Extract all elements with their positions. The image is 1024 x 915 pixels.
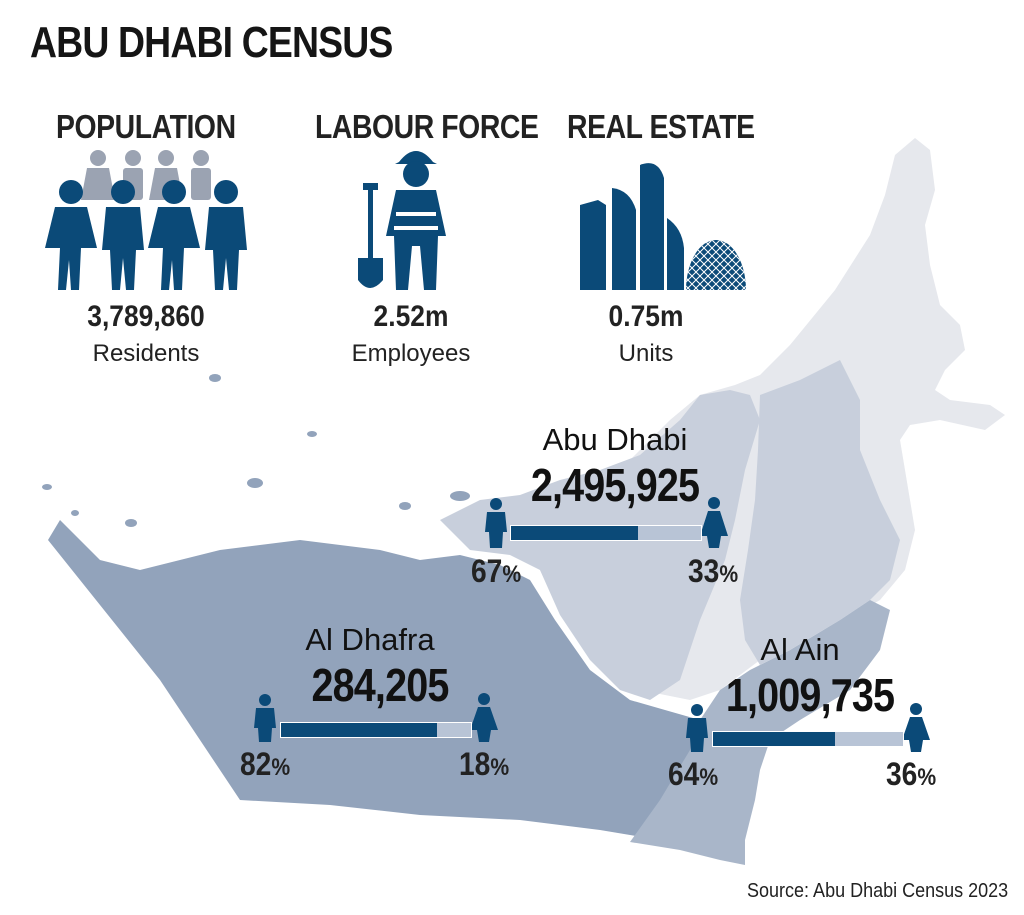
stat-value-labour-force: 2.52m <box>373 300 449 333</box>
stat-label-real-estate: REAL ESTATE <box>567 108 755 145</box>
map-island <box>247 478 263 488</box>
map-island <box>125 519 137 527</box>
stat-unit-real-estate: Units <box>618 340 674 367</box>
map-eastern-strip <box>740 360 900 665</box>
male-share-fill-abu-dhabi <box>511 526 639 540</box>
gender-split-bar-al-ain <box>712 731 904 747</box>
male-share-fill-al-ain <box>713 732 835 746</box>
map-island <box>307 431 317 437</box>
region-population-al-dhafra: 284,205 <box>311 659 450 711</box>
male-percent-abu-dhabi: 67% <box>471 553 522 589</box>
source-note: Source: Abu Dhabi Census 2023 <box>746 880 1008 902</box>
stat-unit-labour-force: Employees <box>351 340 471 367</box>
stat-value-population: 3,789,860 <box>87 300 205 333</box>
female-percent-al-dhafra: 18% <box>459 746 510 782</box>
gender-split-bar-al-dhafra <box>280 722 472 738</box>
region-name-al-dhafra: Al Dhafra <box>305 622 435 657</box>
region-name-al-ain: Al Ain <box>760 632 840 667</box>
map-island <box>450 491 470 501</box>
map-abu-dhabi-region <box>440 390 760 700</box>
region-name-abu-dhabi: Abu Dhabi <box>542 422 688 457</box>
region-population-abu-dhabi: 2,495,925 <box>530 459 700 511</box>
page-title: ABU DHABI CENSUS <box>30 18 393 67</box>
region-population-al-ain: 1,009,735 <box>725 669 895 721</box>
map-al-dhafra-region <box>48 520 700 840</box>
female-percent-al-ain: 36% <box>886 756 937 792</box>
female-percent-abu-dhabi: 33% <box>688 553 739 589</box>
map-island <box>42 484 52 490</box>
stat-value-real-estate: 0.75m <box>608 300 684 333</box>
gender-split-bar-abu-dhabi <box>510 525 702 541</box>
map-island <box>209 374 221 382</box>
stat-unit-population: Residents <box>92 340 200 367</box>
stat-label-population: POPULATION <box>56 108 236 145</box>
stat-label-labour-force: LABOUR FORCE <box>315 108 539 145</box>
map-island <box>71 510 79 516</box>
male-percent-al-dhafra: 82% <box>240 746 291 782</box>
map-island <box>399 502 411 510</box>
male-percent-al-ain: 64% <box>668 756 719 792</box>
male-share-fill-al-dhafra <box>281 723 437 737</box>
